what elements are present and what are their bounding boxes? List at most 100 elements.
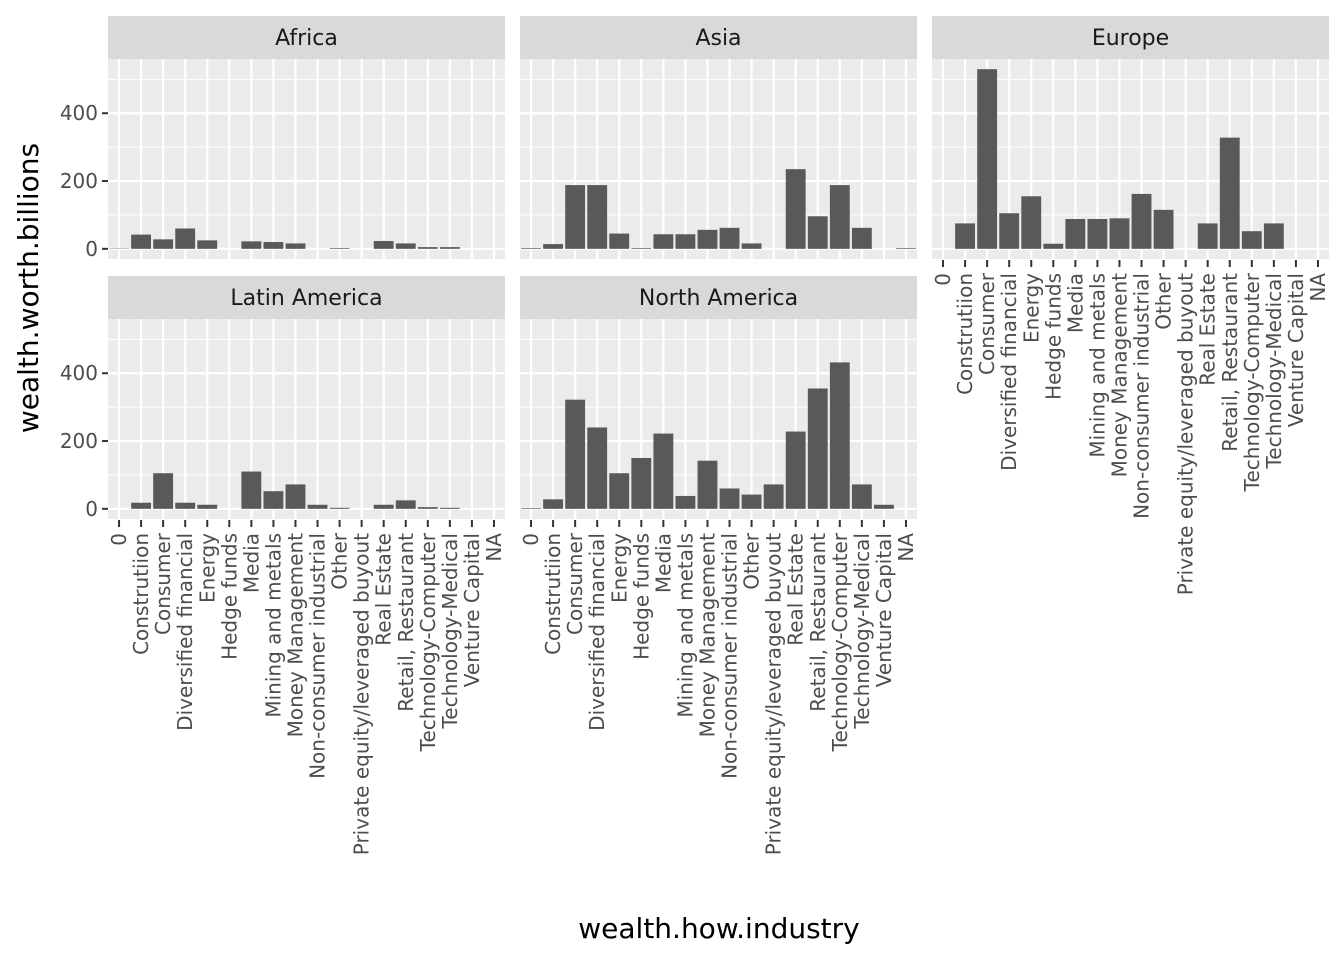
x-tick-label: Hedge funds bbox=[629, 533, 653, 660]
bar bbox=[653, 234, 674, 249]
y-tick-label: 200 bbox=[60, 429, 98, 453]
x-tick-label: Venture Capital bbox=[460, 533, 484, 687]
facet-strip bbox=[108, 276, 505, 319]
x-tick-label: Energy bbox=[195, 533, 219, 603]
x-tick-label: Technology-Computer bbox=[828, 532, 852, 752]
bar bbox=[785, 431, 806, 509]
y-tick-label: 0 bbox=[85, 237, 98, 261]
bar bbox=[395, 500, 416, 509]
x-tick-label: Construtiion bbox=[953, 273, 977, 395]
bar bbox=[153, 473, 174, 509]
bar bbox=[285, 484, 306, 509]
bar bbox=[197, 240, 218, 249]
bar bbox=[829, 362, 850, 509]
bar bbox=[609, 233, 630, 249]
x-tick-label: Technology-Medical bbox=[850, 533, 874, 730]
x-tick-label: Money Management bbox=[1107, 273, 1131, 478]
bar bbox=[741, 243, 762, 249]
x-tick-label: Technology-Computer bbox=[416, 532, 440, 752]
bar bbox=[719, 488, 740, 509]
bar bbox=[587, 427, 608, 509]
bar bbox=[1131, 193, 1152, 249]
bar bbox=[697, 460, 718, 509]
x-tick-label: Media bbox=[651, 533, 675, 593]
bar bbox=[697, 229, 718, 249]
facet-strip bbox=[520, 276, 917, 319]
x-tick-label: Real Estate bbox=[784, 533, 808, 646]
bar bbox=[1197, 223, 1218, 249]
y-tick-label: 200 bbox=[60, 169, 98, 193]
x-tick-label: Technology-Medical bbox=[1262, 273, 1286, 470]
bar bbox=[263, 242, 284, 249]
bar bbox=[785, 169, 806, 249]
bar bbox=[1087, 219, 1108, 249]
bar bbox=[241, 471, 262, 509]
facet-strip-label: Latin America bbox=[230, 286, 382, 311]
bar bbox=[741, 494, 762, 509]
bar bbox=[851, 484, 872, 509]
bar bbox=[977, 69, 998, 249]
facet-strip-label: Europe bbox=[1092, 26, 1169, 51]
x-tick-label: Media bbox=[239, 533, 263, 593]
bar bbox=[439, 507, 460, 509]
x-tick-label: Mining and metals bbox=[261, 533, 285, 718]
x-tick-label: Media bbox=[1063, 273, 1087, 333]
bar bbox=[565, 185, 586, 249]
bar bbox=[373, 504, 394, 509]
x-tick-label: Hedge funds bbox=[217, 533, 241, 660]
bar bbox=[329, 507, 350, 509]
bar bbox=[417, 247, 438, 249]
bar bbox=[675, 495, 696, 509]
x-tick-label: Money Management bbox=[283, 533, 307, 738]
x-tick-label: Energy bbox=[607, 533, 631, 603]
x-axis-title: wealth.how.industry bbox=[578, 912, 860, 945]
x-tick-label: Private equity/leveraged buyout bbox=[1174, 273, 1198, 595]
bar bbox=[851, 227, 872, 249]
bar bbox=[241, 241, 262, 249]
y-axis-title: wealth.worth.billions bbox=[12, 143, 45, 433]
bar bbox=[373, 241, 394, 249]
x-tick-label: 0 bbox=[931, 273, 955, 286]
x-tick-label: Energy bbox=[1019, 273, 1043, 343]
bar bbox=[955, 223, 976, 249]
x-tick-label: NA bbox=[482, 533, 506, 562]
x-tick-label: Consumer bbox=[975, 272, 999, 375]
facet-strip-label: Africa bbox=[275, 26, 338, 51]
bar bbox=[807, 388, 828, 509]
x-tick-label: Mining and metals bbox=[673, 533, 697, 718]
x-tick-label: Non-consumer industrial bbox=[1130, 273, 1154, 519]
x-tick-label: Other bbox=[328, 532, 352, 590]
panel-background bbox=[520, 319, 917, 519]
panel-background bbox=[520, 59, 917, 259]
bar bbox=[829, 185, 850, 249]
x-tick-label: Other bbox=[1152, 272, 1176, 330]
bar bbox=[763, 484, 784, 509]
x-tick-label: Money Management bbox=[695, 533, 719, 738]
bar bbox=[439, 247, 460, 249]
panel-background bbox=[932, 59, 1329, 259]
bar bbox=[631, 248, 652, 249]
x-tick-label: Diversified financial bbox=[585, 533, 609, 731]
bar bbox=[1021, 196, 1042, 249]
x-tick-label: NA bbox=[1306, 273, 1330, 302]
bar bbox=[719, 227, 740, 249]
y-tick-label: 400 bbox=[60, 361, 98, 385]
x-tick-label: Mining and metals bbox=[1085, 273, 1109, 458]
bar bbox=[609, 473, 630, 509]
bar bbox=[521, 508, 541, 509]
x-tick-label: Real Estate bbox=[1196, 273, 1220, 386]
bar bbox=[675, 234, 696, 249]
facet-strip bbox=[932, 16, 1329, 59]
bar bbox=[999, 213, 1020, 249]
x-tick-label: Venture Capital bbox=[872, 533, 896, 687]
panel-background bbox=[108, 319, 505, 519]
x-tick-label: NA bbox=[894, 533, 918, 562]
panel-background bbox=[108, 59, 505, 259]
x-tick-label: 0 bbox=[107, 533, 131, 546]
facet-strip bbox=[108, 16, 505, 59]
bar bbox=[1219, 137, 1240, 249]
x-tick-label: Consumer bbox=[563, 532, 587, 635]
bar bbox=[565, 399, 586, 509]
bar bbox=[175, 228, 196, 249]
